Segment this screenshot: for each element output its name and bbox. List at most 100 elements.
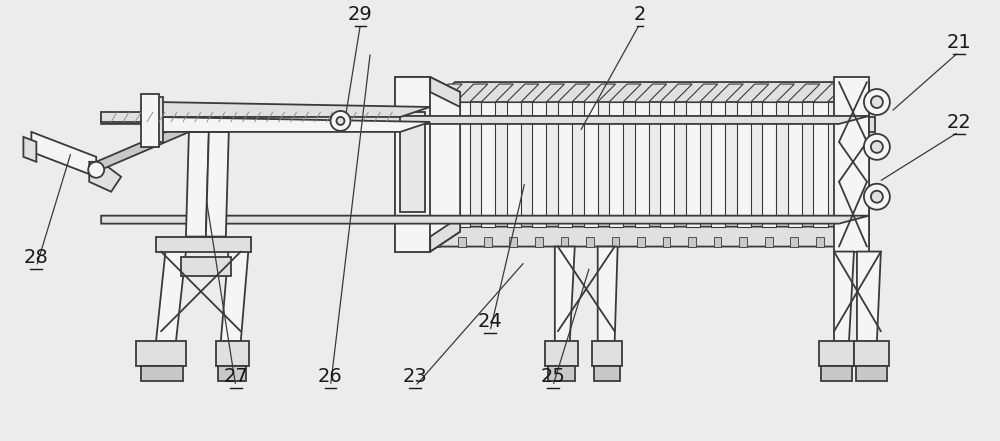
Polygon shape — [430, 82, 869, 102]
Polygon shape — [428, 102, 435, 247]
Polygon shape — [558, 102, 572, 227]
Polygon shape — [594, 366, 620, 381]
Text: 26: 26 — [318, 367, 343, 386]
Polygon shape — [545, 341, 578, 366]
Polygon shape — [592, 341, 622, 366]
Polygon shape — [430, 102, 444, 227]
Polygon shape — [433, 237, 440, 247]
Polygon shape — [101, 216, 869, 224]
Polygon shape — [813, 102, 828, 227]
Polygon shape — [635, 102, 649, 227]
Polygon shape — [96, 117, 201, 172]
Polygon shape — [765, 237, 773, 247]
Polygon shape — [400, 112, 425, 212]
Polygon shape — [834, 251, 854, 341]
Polygon shape — [819, 341, 854, 366]
Polygon shape — [686, 102, 700, 227]
Circle shape — [864, 89, 890, 115]
Text: 21: 21 — [946, 33, 971, 52]
Polygon shape — [156, 237, 251, 251]
Polygon shape — [584, 102, 598, 227]
Polygon shape — [856, 366, 887, 381]
Polygon shape — [555, 247, 575, 341]
Polygon shape — [660, 102, 674, 227]
Polygon shape — [156, 102, 430, 117]
Polygon shape — [839, 82, 869, 247]
Polygon shape — [535, 237, 543, 247]
Circle shape — [871, 191, 883, 203]
Polygon shape — [821, 366, 852, 381]
Polygon shape — [561, 237, 568, 247]
Polygon shape — [456, 102, 470, 227]
Polygon shape — [23, 137, 36, 162]
Polygon shape — [714, 237, 721, 247]
Polygon shape — [637, 237, 645, 247]
Polygon shape — [430, 84, 462, 102]
Text: 29: 29 — [348, 5, 373, 24]
Polygon shape — [507, 84, 539, 102]
Circle shape — [336, 117, 344, 125]
Polygon shape — [509, 237, 517, 247]
Polygon shape — [136, 341, 186, 366]
Circle shape — [871, 141, 883, 153]
Polygon shape — [584, 84, 616, 102]
Circle shape — [864, 134, 890, 160]
Text: 25: 25 — [540, 367, 565, 386]
Polygon shape — [430, 227, 869, 247]
Polygon shape — [430, 77, 460, 107]
Polygon shape — [481, 84, 513, 102]
Text: 22: 22 — [946, 113, 971, 132]
Polygon shape — [816, 237, 824, 247]
Text: 2: 2 — [633, 5, 646, 24]
Polygon shape — [458, 237, 466, 247]
Polygon shape — [813, 84, 845, 102]
Polygon shape — [869, 117, 875, 132]
Polygon shape — [857, 251, 881, 341]
Polygon shape — [532, 102, 546, 227]
Polygon shape — [456, 84, 488, 102]
Polygon shape — [762, 102, 776, 227]
Polygon shape — [101, 116, 869, 124]
Polygon shape — [788, 84, 820, 102]
Circle shape — [330, 111, 350, 131]
Circle shape — [864, 184, 890, 209]
Polygon shape — [663, 237, 670, 247]
Polygon shape — [686, 84, 718, 102]
Polygon shape — [612, 237, 619, 247]
Polygon shape — [141, 94, 159, 147]
Polygon shape — [737, 102, 751, 227]
Polygon shape — [635, 84, 667, 102]
Polygon shape — [711, 84, 743, 102]
Polygon shape — [532, 84, 564, 102]
Circle shape — [871, 96, 883, 108]
Polygon shape — [598, 247, 618, 341]
Polygon shape — [834, 77, 869, 251]
Polygon shape — [688, 237, 696, 247]
Polygon shape — [149, 97, 163, 142]
Polygon shape — [218, 366, 246, 381]
Text: 23: 23 — [403, 367, 428, 386]
Polygon shape — [430, 217, 460, 251]
Text: 27: 27 — [223, 367, 248, 386]
Polygon shape — [156, 117, 430, 132]
Polygon shape — [660, 84, 692, 102]
Polygon shape — [141, 366, 183, 381]
Polygon shape — [788, 102, 802, 227]
Polygon shape — [737, 84, 769, 102]
Polygon shape — [156, 110, 201, 132]
Polygon shape — [221, 247, 249, 341]
Polygon shape — [186, 132, 209, 237]
Polygon shape — [181, 257, 231, 277]
Polygon shape — [89, 162, 121, 192]
Circle shape — [88, 162, 104, 178]
Polygon shape — [609, 102, 623, 227]
Text: 24: 24 — [478, 312, 502, 331]
Polygon shape — [609, 84, 641, 102]
Polygon shape — [739, 237, 747, 247]
Polygon shape — [548, 366, 575, 381]
Polygon shape — [711, 102, 725, 227]
Polygon shape — [101, 112, 400, 122]
Polygon shape — [507, 102, 521, 227]
Polygon shape — [762, 84, 794, 102]
Polygon shape — [31, 132, 96, 177]
